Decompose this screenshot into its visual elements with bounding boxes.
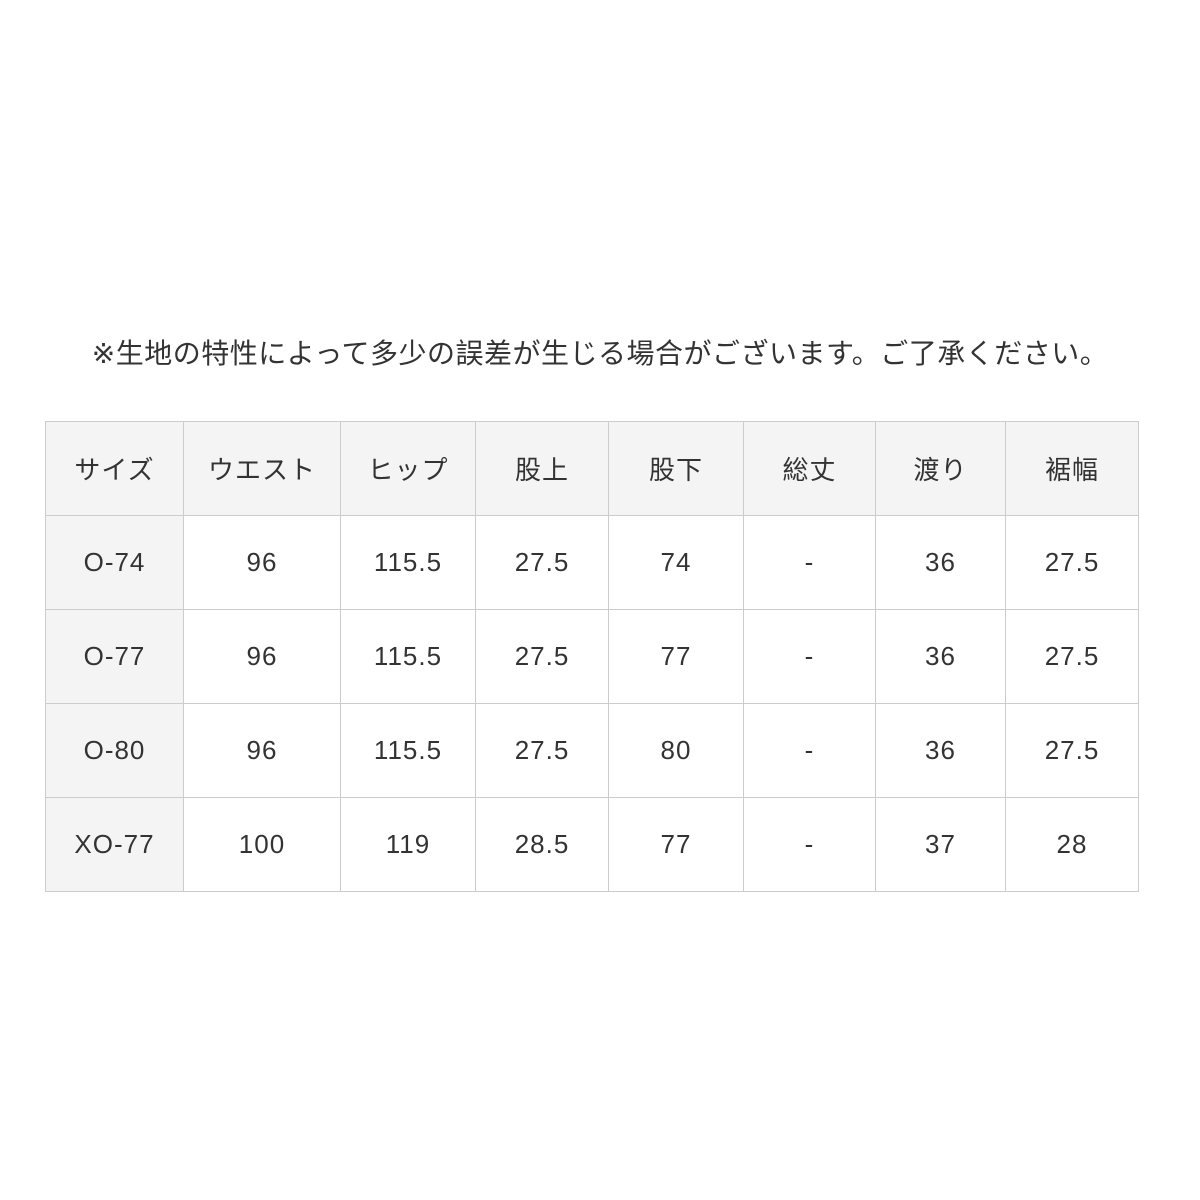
table-cell: 96 [183, 703, 341, 798]
table-cell: 74 [608, 515, 744, 610]
table-cell: - [743, 703, 876, 798]
table-cell: 28.5 [475, 797, 609, 892]
row-header-size: O-74 [45, 515, 184, 610]
header-row: サイズ ウエスト ヒップ 股上 股下 総丈 渡り 裾幅 [45, 421, 1139, 516]
table-cell: 115.5 [340, 703, 476, 798]
table-row: O-77 96 115.5 27.5 77 - 36 27.5 [45, 609, 1139, 704]
table-cell: 27.5 [1005, 703, 1139, 798]
table-cell: 96 [183, 609, 341, 704]
table-cell: 27.5 [1005, 609, 1139, 704]
column-header-waist: ウエスト [183, 421, 341, 516]
column-header-thigh: 渡り [875, 421, 1006, 516]
column-header-rise: 股上 [475, 421, 609, 516]
table-cell: 27.5 [475, 703, 609, 798]
table-cell: 119 [340, 797, 476, 892]
table-cell: 115.5 [340, 515, 476, 610]
table-row: O-80 96 115.5 27.5 80 - 36 27.5 [45, 703, 1139, 798]
table-cell: 77 [608, 797, 744, 892]
table-cell: 36 [875, 703, 1006, 798]
table-cell: 36 [875, 609, 1006, 704]
table-cell: 28 [1005, 797, 1139, 892]
column-header-total-length: 総丈 [743, 421, 876, 516]
table-cell: 27.5 [475, 515, 609, 610]
table-cell: 80 [608, 703, 744, 798]
table-row: O-74 96 115.5 27.5 74 - 36 27.5 [45, 515, 1139, 610]
table-cell: 37 [875, 797, 1006, 892]
column-header-hem-width: 裾幅 [1005, 421, 1139, 516]
column-header-inseam: 股下 [608, 421, 744, 516]
table-cell: - [743, 609, 876, 704]
row-header-size: O-80 [45, 703, 184, 798]
table-cell: 100 [183, 797, 341, 892]
table-cell: 36 [875, 515, 1006, 610]
table-cell: 77 [608, 609, 744, 704]
table-row: XO-77 100 119 28.5 77 - 37 28 [45, 797, 1139, 892]
table-cell: 27.5 [1005, 515, 1139, 610]
row-header-size: XO-77 [45, 797, 184, 892]
disclaimer-note: ※生地の特性によって多少の誤差が生じる場合がございます。ご了承ください。 [91, 338, 1109, 369]
row-header-size: O-77 [45, 609, 184, 704]
table-cell: 115.5 [340, 609, 476, 704]
table-cell: - [743, 797, 876, 892]
table-cell: 27.5 [475, 609, 609, 704]
table-cell: - [743, 515, 876, 610]
column-header-size: サイズ [45, 421, 184, 516]
column-header-hip: ヒップ [340, 421, 476, 516]
table-cell: 96 [183, 515, 341, 610]
size-chart-table: サイズ ウエスト ヒップ 股上 股下 総丈 渡り 裾幅 O-74 96 115.… [45, 421, 1139, 892]
